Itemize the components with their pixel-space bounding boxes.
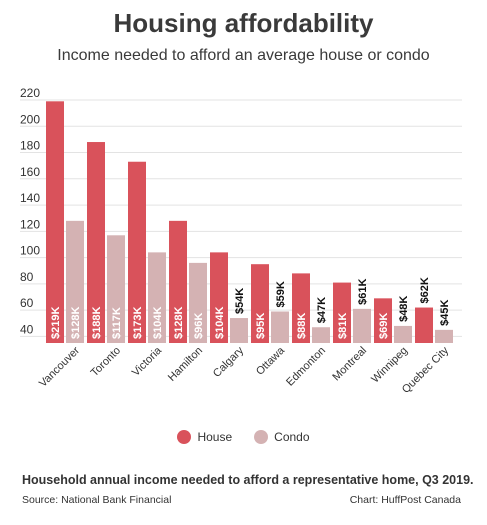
data-label: $61K bbox=[357, 278, 369, 304]
x-category-label: Hamilton bbox=[166, 345, 205, 384]
legend-item-house: House bbox=[177, 430, 232, 444]
chart-title: Housing affordability bbox=[113, 8, 374, 38]
bar-house bbox=[210, 252, 228, 343]
bar-condo bbox=[230, 318, 248, 343]
bar-house bbox=[251, 264, 269, 343]
legend-swatch-condo bbox=[254, 430, 269, 444]
data-label: $81K bbox=[337, 313, 349, 339]
data-label: $88K bbox=[296, 313, 308, 339]
bar-house bbox=[292, 273, 310, 343]
x-category-label: Winnipeg bbox=[369, 345, 410, 386]
data-label: $117K bbox=[111, 307, 123, 339]
data-label: $188K bbox=[91, 307, 103, 339]
bar-condo bbox=[66, 220, 84, 343]
y-tick-label: 140 bbox=[20, 191, 40, 205]
y-tick-label: 180 bbox=[20, 139, 40, 153]
y-tick-label: 40 bbox=[20, 322, 34, 336]
chart-credit: Chart: HuffPost Canada bbox=[349, 494, 461, 506]
bar-house bbox=[415, 307, 433, 343]
data-label: $48K bbox=[398, 296, 410, 322]
data-label: $104K bbox=[214, 307, 226, 339]
data-label: $128K bbox=[70, 307, 82, 339]
y-tick-label: 80 bbox=[20, 270, 34, 284]
footnote: Household annual income needed to afford… bbox=[22, 473, 474, 487]
bar-condo bbox=[107, 235, 125, 343]
y-tick-label: 220 bbox=[20, 86, 40, 100]
x-category-label: Calgary bbox=[211, 344, 247, 380]
y-tick-label: 200 bbox=[20, 112, 40, 126]
source-credit: Source: National Bank Financial bbox=[22, 494, 172, 506]
bar-condo bbox=[148, 252, 166, 343]
x-category-label: Toronto bbox=[89, 345, 123, 379]
data-label: $173K bbox=[132, 307, 144, 339]
bar-house bbox=[169, 220, 187, 343]
bar-condo bbox=[189, 262, 207, 343]
legend: House Condo bbox=[0, 430, 487, 444]
data-label: $96K bbox=[193, 313, 205, 339]
legend-swatch-house bbox=[177, 430, 192, 444]
data-label: $59K bbox=[275, 281, 287, 307]
y-tick-label: 120 bbox=[20, 217, 40, 231]
legend-item-condo: Condo bbox=[254, 430, 310, 444]
data-label: $62K bbox=[419, 277, 431, 303]
bar-house bbox=[87, 142, 105, 343]
chart-subtitle: Income needed to afford an average house… bbox=[57, 47, 430, 64]
x-category-label: Vancouver bbox=[37, 344, 82, 389]
bar-house bbox=[333, 282, 351, 343]
label-layer: 40 60 80 100 120 140 160 180 200 220 $219K $128K Van… bbox=[20, 86, 451, 396]
data-label: $47K bbox=[316, 297, 328, 323]
bar-condo bbox=[312, 327, 330, 343]
x-category-label: Ottawa bbox=[254, 344, 288, 378]
bar-condo bbox=[435, 329, 453, 343]
y-tick-label: 60 bbox=[20, 296, 34, 310]
bar-house bbox=[374, 298, 392, 343]
bar-condo bbox=[271, 311, 289, 343]
data-label: $69K bbox=[378, 313, 390, 339]
bar-house bbox=[46, 101, 64, 344]
bar-house bbox=[128, 161, 146, 343]
data-label: $95K bbox=[255, 313, 267, 339]
x-category-label: Edmonton bbox=[284, 345, 328, 389]
bar-layer bbox=[46, 101, 453, 344]
x-category-label: Victoria bbox=[130, 344, 165, 379]
legend-label-house: House bbox=[197, 430, 233, 444]
y-tick-label: 160 bbox=[20, 165, 40, 179]
bar-condo bbox=[353, 308, 371, 343]
data-label: $219K bbox=[50, 307, 62, 339]
bar-condo bbox=[394, 325, 412, 343]
legend-label-condo: Condo bbox=[274, 430, 310, 444]
data-label: $45K bbox=[439, 300, 451, 326]
y-tick-label: 100 bbox=[20, 244, 40, 258]
data-label: $128K bbox=[173, 307, 185, 339]
data-label: $54K bbox=[234, 288, 246, 314]
data-label: $104K bbox=[152, 307, 164, 339]
x-category-label: Montreal bbox=[330, 345, 369, 384]
